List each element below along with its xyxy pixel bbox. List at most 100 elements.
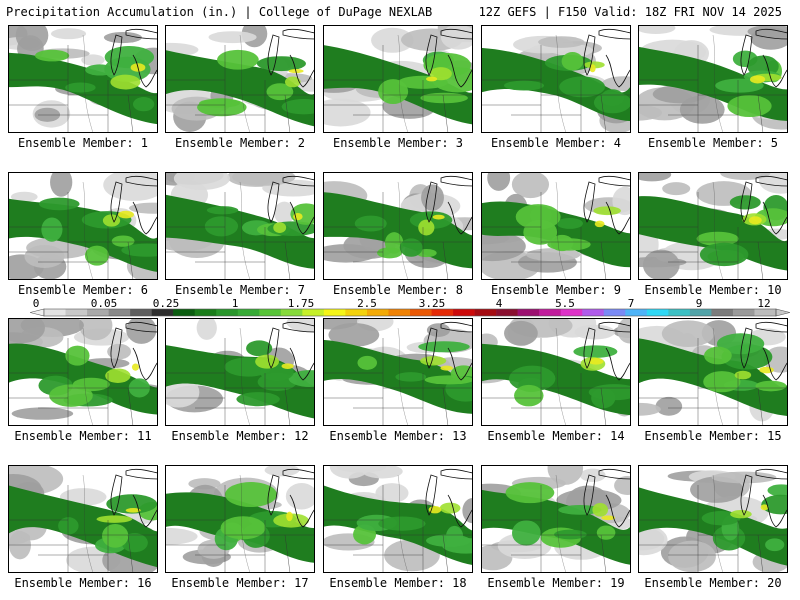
ensemble-member-label: Ensemble Member: 14 bbox=[487, 429, 625, 443]
ensemble-member-map bbox=[165, 318, 315, 426]
precipitation-colorbar: 0 0.05 0.25 1 1.75 2.5 3.25 4 5.5 7 9 12 bbox=[30, 298, 790, 317]
precip-map-svg bbox=[638, 318, 788, 426]
colorbar-right-arrow bbox=[775, 308, 790, 317]
ensemble-member-map bbox=[481, 318, 631, 426]
ensemble-member-label: Ensemble Member: 1 bbox=[17, 136, 149, 150]
colorbar-swatch bbox=[366, 309, 389, 316]
ensemble-member-label: Ensemble Member: 3 bbox=[332, 136, 464, 150]
ensemble-member-map bbox=[165, 465, 315, 573]
ensemble-member-label: Ensemble Member: 18 bbox=[329, 576, 467, 590]
precip-map-svg bbox=[8, 318, 158, 426]
ensemble-member-label: Ensemble Member: 15 bbox=[644, 429, 782, 443]
ensemble-member-map bbox=[8, 318, 158, 426]
colorbar-tick-label: 1 bbox=[232, 298, 239, 310]
ensemble-member-map bbox=[8, 25, 158, 133]
precip-map-svg bbox=[323, 465, 473, 573]
precip-map-svg bbox=[165, 465, 315, 573]
precip-map-svg bbox=[323, 172, 473, 280]
precip-map-svg bbox=[638, 25, 788, 133]
colorbar-swatch bbox=[732, 309, 755, 316]
ensemble-member-map bbox=[638, 172, 788, 280]
ensemble-member-label: Ensemble Member: 6 bbox=[17, 283, 149, 297]
ensemble-member-map bbox=[323, 172, 473, 280]
ensemble-member-label: Ensemble Member: 17 bbox=[171, 576, 309, 590]
ensemble-member-map bbox=[481, 465, 631, 573]
precip-map-svg bbox=[8, 172, 158, 280]
colorbar-tick-label: 1.75 bbox=[288, 298, 315, 310]
colorbar-swatch bbox=[689, 309, 712, 316]
ensemble-member-map bbox=[8, 172, 158, 280]
ensemble-member-label: Ensemble Member: 2 bbox=[174, 136, 306, 150]
ensemble-member-map bbox=[481, 172, 631, 280]
colorbar-swatch bbox=[388, 309, 411, 316]
precip-map-svg bbox=[481, 318, 631, 426]
ensemble-member-label: Ensemble Member: 7 bbox=[174, 283, 306, 297]
colorbar-tick-label: 12 bbox=[757, 298, 770, 310]
ensemble-member-label: Ensemble Member: 19 bbox=[487, 576, 625, 590]
model-run-info: 12Z GEFS | F150 Valid: 18Z FRI NOV 14 20… bbox=[478, 5, 782, 19]
colorbar-swatch bbox=[517, 309, 540, 316]
precip-map-svg bbox=[8, 25, 158, 133]
precip-map-svg bbox=[481, 172, 631, 280]
colorbar-swatch bbox=[130, 309, 152, 316]
ensemble-member-label: Ensemble Member: 11 bbox=[14, 429, 152, 443]
ensemble-member-label: Ensemble Member: 9 bbox=[490, 283, 622, 297]
ensemble-member-map bbox=[8, 465, 158, 573]
colorbar-swatch bbox=[711, 309, 734, 316]
colorbar-swatch bbox=[194, 309, 217, 316]
colorbar-tick-label: 0.05 bbox=[91, 298, 118, 310]
colorbar-swatch bbox=[582, 309, 605, 316]
colorbar-swatch bbox=[87, 309, 109, 316]
colorbar-swatch bbox=[539, 309, 562, 316]
precip-map-svg bbox=[165, 318, 315, 426]
colorbar-swatch bbox=[280, 309, 303, 316]
colorbar-swatch bbox=[173, 309, 196, 316]
colorbar-tick-label: 2.5 bbox=[357, 298, 377, 310]
precip-map-svg bbox=[165, 172, 315, 280]
ensemble-member-map bbox=[638, 25, 788, 133]
ensemble-member-label: Ensemble Member: 8 bbox=[332, 283, 464, 297]
map-title: Precipitation Accumulation (in.) | Colle… bbox=[6, 5, 433, 19]
colorbar-swatch bbox=[410, 309, 432, 316]
colorbar-swatch bbox=[625, 309, 648, 316]
ensemble-member-map bbox=[165, 172, 315, 280]
precip-map-svg bbox=[323, 25, 473, 133]
ensemble-member-map bbox=[323, 25, 473, 133]
colorbar-tick-label: 5.5 bbox=[555, 298, 575, 310]
ensemble-member-map bbox=[638, 465, 788, 573]
colorbar-swatch bbox=[151, 309, 174, 316]
precip-map-svg bbox=[8, 465, 158, 573]
colorbar-swatch bbox=[560, 309, 583, 316]
ensemble-member-map bbox=[165, 25, 315, 133]
colorbar-tick-label: 0.25 bbox=[153, 298, 180, 310]
colorbar-swatch bbox=[603, 309, 626, 316]
colorbar-swatch bbox=[453, 309, 475, 316]
colorbar-swatch bbox=[496, 309, 518, 316]
colorbar-left-arrow bbox=[30, 308, 45, 317]
colorbar-swatch bbox=[216, 309, 239, 316]
colorbar-swatch bbox=[237, 309, 260, 316]
colorbar-tick-label: 3.25 bbox=[419, 298, 446, 310]
ensemble-member-label: Ensemble Member: 4 bbox=[490, 136, 622, 150]
ensemble-member-label: Ensemble Member: 5 bbox=[647, 136, 779, 150]
colorbar-swatch bbox=[345, 309, 368, 316]
ensemble-member-label: Ensemble Member: 20 bbox=[644, 576, 782, 590]
ensemble-member-label: Ensemble Member: 10 bbox=[644, 283, 782, 297]
colorbar-swatch bbox=[668, 309, 691, 316]
colorbar-swatch bbox=[108, 309, 131, 316]
ensemble-member-map bbox=[323, 318, 473, 426]
colorbar-swatch bbox=[474, 309, 497, 316]
colorbar-tick-label: 0 bbox=[33, 298, 40, 310]
colorbar-swatch bbox=[44, 309, 66, 316]
colorbar-tick-label: 9 bbox=[696, 298, 703, 310]
colorbar-swatch bbox=[754, 309, 777, 316]
ensemble-member-map bbox=[481, 25, 631, 133]
ensemble-member-label: Ensemble Member: 12 bbox=[171, 429, 309, 443]
colorbar-swatch bbox=[646, 309, 669, 316]
precip-map-svg bbox=[481, 465, 631, 573]
ensemble-member-map bbox=[638, 318, 788, 426]
precip-map-svg bbox=[323, 318, 473, 426]
colorbar-swatch bbox=[65, 309, 88, 316]
ensemble-member-map bbox=[323, 465, 473, 573]
precip-map-svg bbox=[165, 25, 315, 133]
